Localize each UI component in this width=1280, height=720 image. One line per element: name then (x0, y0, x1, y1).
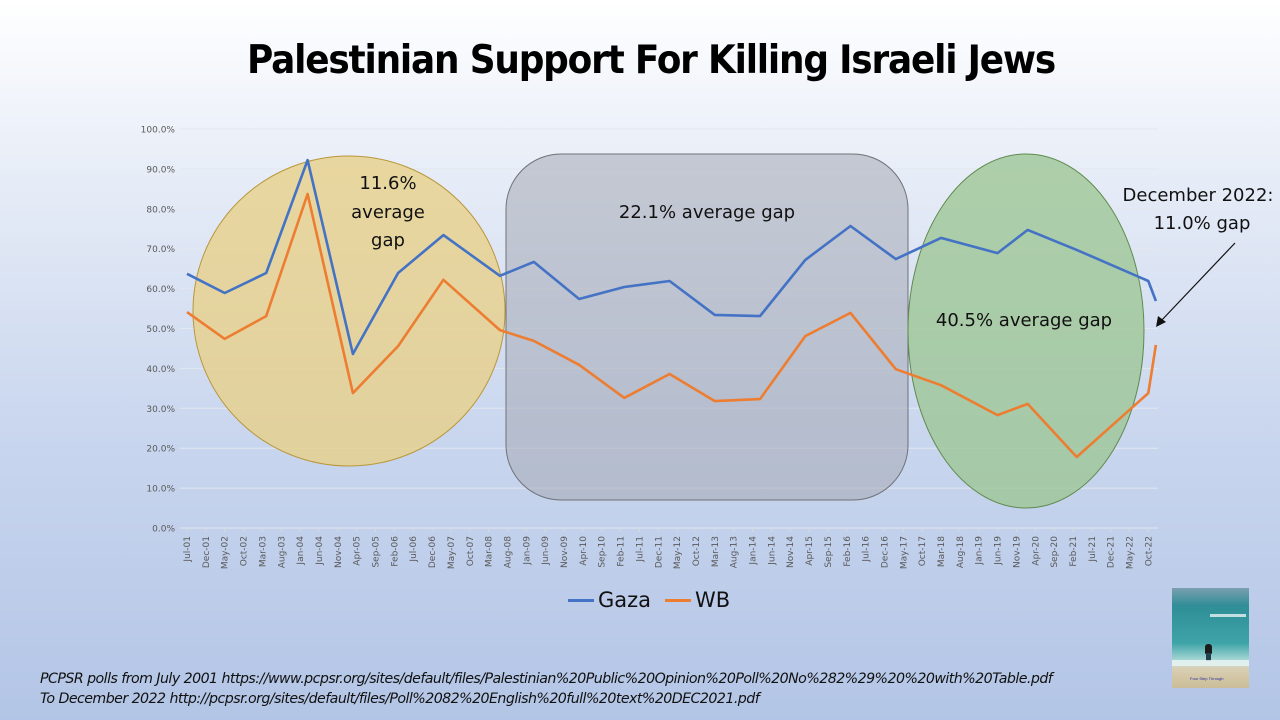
x-tick-label: Jun-14 (767, 536, 777, 566)
x-tick-label: Dec-11 (654, 536, 664, 568)
x-tick-label: Oct-22 (1144, 536, 1154, 566)
x-tick-label: Jan-09 (522, 536, 532, 566)
x-tick-label: Nov-04 (334, 536, 344, 568)
source-line-1: PCPSR polls from July 2001 https://www.p… (40, 671, 1053, 687)
x-tick-label: Jul-21 (1088, 536, 1098, 563)
x-tick-label: Sep-10 (598, 536, 608, 568)
x-tick-label: Dec-21 (1107, 536, 1117, 568)
y-tick-label: 0.0% (152, 525, 175, 535)
wave-foam (1210, 614, 1246, 617)
x-tick-label: Dec-06 (428, 536, 438, 568)
legend-label-wb: WB (695, 588, 731, 612)
x-tick-label: Aug-03 (277, 536, 287, 568)
x-tick-label: Jan-14 (749, 536, 759, 566)
x-tick-label: Mar-18 (937, 536, 947, 567)
x-tick-label: Feb-11 (617, 536, 627, 567)
x-tick-label: Jan-19 (975, 536, 985, 566)
x-tick-label: Sep-05 (372, 536, 382, 568)
y-tick-label: 60.0% (146, 285, 175, 295)
x-tick-label: May-22 (1126, 536, 1136, 569)
series-line-wb (186, 192, 1158, 459)
annotation-ellipse-late (907, 153, 1145, 509)
x-tick-label: Oct-07 (466, 536, 476, 566)
x-tick-label: Jul-06 (409, 536, 419, 563)
x-tick-label: Aug-13 (730, 536, 740, 568)
x-tick-label: Dec-16 (880, 536, 890, 568)
y-tick-label: 10.0% (146, 485, 175, 495)
annotation-early-line3: gap (371, 230, 405, 251)
photo-caption: Four Step Through (1190, 676, 1224, 681)
legend-label-gaza: Gaza (598, 588, 652, 612)
y-axis-ticks: 0.0% 10.0% 20.0% 30.0% 40.0% 50.0% 60.0% 70.0% 8… (141, 126, 176, 535)
y-tick-label: 30.0% (146, 405, 175, 415)
x-tick-label: Apr-05 (353, 536, 363, 566)
x-tick-label: Oct-17 (918, 536, 928, 566)
x-tick-label: Mar-08 (485, 536, 495, 567)
x-tick-label: Apr-20 (1031, 536, 1041, 566)
annotation-texts: 11.6% average gap 22.1% average gap 40.5… (351, 173, 1273, 331)
slide-title: Palestinian Support For Killing Israeli … (246, 38, 1056, 83)
person-figure (1205, 644, 1212, 654)
y-tick-label: 100.0% (141, 126, 176, 136)
x-tick-label: May-17 (899, 536, 909, 569)
x-tick-label: Sep-20 (1050, 536, 1060, 568)
annotation-late: 40.5% average gap (936, 310, 1112, 331)
x-tick-label: Mar-13 (711, 536, 721, 567)
legend-item-wb: WB (665, 588, 730, 612)
callout-line2: 11.0% gap (1154, 213, 1251, 234)
annotation-ellipse-early (192, 155, 506, 467)
y-tick-label: 80.0% (146, 205, 175, 215)
x-tick-label: May-02 (221, 536, 231, 569)
x-tick-label: Dec-01 (202, 536, 212, 568)
series-lines (186, 158, 1158, 459)
x-tick-label: Jul-16 (862, 536, 872, 563)
legend-swatch-gaza (568, 598, 594, 602)
x-tick-label: Apr-10 (579, 536, 589, 566)
x-tick-label: Feb-06 (390, 536, 400, 567)
legend-item-gaza: Gaza (568, 588, 651, 612)
person-legs (1206, 653, 1211, 661)
x-tick-label: Feb-16 (843, 536, 853, 567)
x-tick-label: May-12 (673, 536, 683, 569)
x-tick-label: May-07 (447, 536, 457, 569)
x-tick-label: Feb-21 (1069, 536, 1079, 567)
y-tick-label: 90.0% (146, 165, 175, 175)
x-tick-label: Apr-15 (805, 536, 815, 566)
x-tick-label: Nov-14 (786, 536, 796, 568)
chart-legend: Gaza WB (568, 588, 730, 612)
x-tick-label: Jun-19 (994, 536, 1004, 566)
x-tick-label: Jun-09 (541, 536, 551, 566)
source-footnote: PCPSR polls from July 2001 https://www.p… (40, 669, 1053, 709)
x-tick-label: Jan-04 (296, 536, 306, 566)
x-tick-label: Oct-12 (692, 536, 702, 566)
y-tick-label: 50.0% (146, 325, 175, 335)
x-tick-label: Jul-01 (183, 536, 193, 563)
annotation-early-line2: average (351, 202, 425, 223)
x-tick-label: Sep-15 (824, 536, 834, 568)
source-line-2: To December 2022 http://pcpsr.org/sites/… (40, 691, 760, 707)
annotation-early-line1: 11.6% (359, 173, 416, 194)
x-tick-label: Aug-08 (503, 536, 513, 569)
x-axis: Jul-01 Dec-01 May-02 Oct-02 Mar-03 Aug-03 Jan-… (183, 528, 1154, 569)
annotation-shapes (192, 153, 1145, 509)
callout-arrow (1156, 242, 1236, 327)
annotation-middle: 22.1% average gap (619, 202, 795, 223)
y-tick-label: 20.0% (146, 445, 175, 455)
y-tick-label: 40.0% (146, 365, 175, 375)
x-tick-label: Oct-02 (240, 536, 250, 566)
beach-photo: Four Step Through (1172, 588, 1249, 688)
x-tick-label: Jun-04 (315, 536, 325, 566)
y-tick-label: 70.0% (146, 245, 175, 255)
x-tick-label: Aug-18 (956, 536, 966, 569)
x-tick-label: Nov-09 (560, 536, 570, 568)
x-tick-label: Mar-03 (258, 536, 268, 567)
legend-swatch-wb (665, 598, 692, 602)
series-line-gaza (186, 158, 1158, 356)
callout-line1: December 2022: (1123, 185, 1274, 206)
x-tick-label: Nov-19 (1012, 536, 1022, 568)
shore-foam (1172, 660, 1249, 666)
x-tick-label: Jul-11 (635, 536, 645, 563)
